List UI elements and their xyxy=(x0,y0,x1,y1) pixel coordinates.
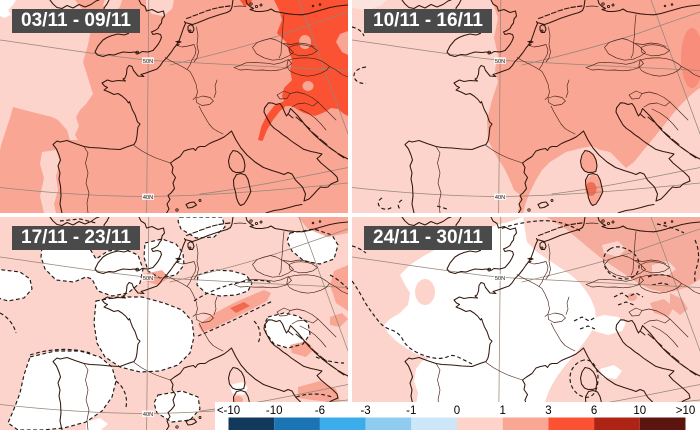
svg-text:50N: 50N xyxy=(143,276,153,282)
svg-text:3: 3 xyxy=(545,405,551,417)
svg-text:1: 1 xyxy=(499,405,505,417)
svg-text:40N: 40N xyxy=(143,195,153,201)
svg-text:50N: 50N xyxy=(495,276,505,282)
svg-text:6: 6 xyxy=(591,405,597,417)
svg-text:0: 0 xyxy=(454,405,460,417)
svg-text:-10: -10 xyxy=(266,405,283,417)
svg-text:-3: -3 xyxy=(360,405,370,417)
svg-text:50N: 50N xyxy=(495,59,505,65)
svg-text:-1: -1 xyxy=(406,405,416,417)
svg-text:50N: 50N xyxy=(143,59,153,65)
svg-text:>10: >10 xyxy=(676,405,696,417)
svg-text:40N: 40N xyxy=(495,195,505,201)
svg-text:-6: -6 xyxy=(315,405,325,417)
svg-text:10: 10 xyxy=(633,405,646,417)
svg-text:40N: 40N xyxy=(143,412,153,418)
svg-text:<-10: <-10 xyxy=(217,405,240,417)
